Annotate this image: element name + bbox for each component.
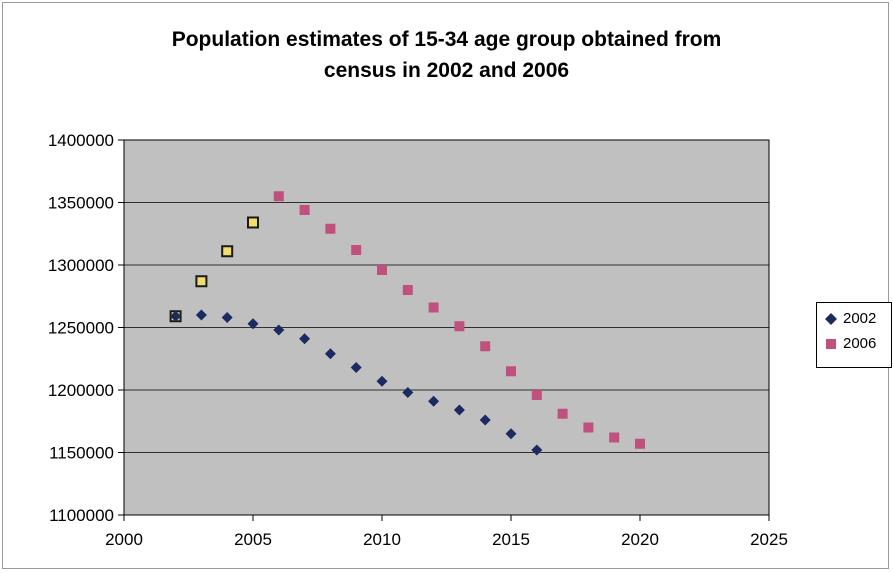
x-tick-label: 2010 <box>363 530 401 549</box>
data-point-2006 <box>402 285 413 295</box>
data-point-2006 <box>583 422 594 433</box>
data-point-2002 <box>479 414 491 426</box>
data-point-2006 <box>454 321 465 332</box>
data-point-2006 <box>299 205 310 215</box>
data-point-2006 <box>609 432 620 443</box>
data-point-2002 <box>221 312 233 323</box>
chart-title-line-2: census in 2002 and 2006 <box>323 59 570 82</box>
data-point-2006 <box>557 408 568 419</box>
legend-item-2002: 2002 <box>825 309 876 329</box>
data-point-2006 <box>531 390 542 400</box>
data-point-2002 <box>273 324 285 336</box>
data-point-2006 <box>428 302 439 313</box>
data-point-2002 <box>505 428 517 440</box>
y-axis-tick-labels: 1100000 1150000 1200000 1250000 1300000 13500… <box>48 131 114 525</box>
y-tick-label: 1300000 <box>48 256 114 275</box>
axes <box>118 139 770 521</box>
square-marker-icon <box>825 338 837 350</box>
data-point-2006 <box>247 216 259 229</box>
data-point-2002 <box>453 404 465 416</box>
x-tick-label: 2025 <box>750 530 788 549</box>
data-point-2002 <box>247 318 259 330</box>
x-tick-label: 2020 <box>621 530 659 549</box>
x-tick-label: 2015 <box>492 530 530 549</box>
x-axis-tick-labels: 2000 2005 2010 2015 2020 2025 <box>105 530 788 549</box>
data-point-2006 <box>221 245 234 258</box>
data-point-2002 <box>402 387 414 398</box>
data-point-2006 <box>273 191 284 202</box>
data-point-2002 <box>350 362 362 373</box>
data-point-2006 <box>195 275 208 288</box>
legend-label-2002: 2002 <box>843 310 877 328</box>
legend-label-2006: 2006 <box>843 335 877 353</box>
data-point-2006 <box>635 438 645 449</box>
chart-title: Population estimates of 15-34 age group … <box>0 24 893 86</box>
data-point-2002 <box>376 375 388 387</box>
data-point-2002 <box>428 395 440 407</box>
gridlines <box>124 202 769 453</box>
legend: 2002 2006 <box>816 302 892 368</box>
series-2002-points <box>170 309 543 456</box>
data-point-2006 <box>351 245 362 255</box>
y-tick-label: 1350000 <box>48 194 114 213</box>
data-point-2002 <box>531 444 543 456</box>
data-point-2002 <box>299 333 311 345</box>
diamond-marker-icon <box>825 313 837 326</box>
y-tick-label: 1400000 <box>48 131 114 150</box>
data-point-2006 <box>325 223 336 234</box>
y-tick-label: 1250000 <box>48 319 114 338</box>
y-tick-label: 1150000 <box>49 444 114 463</box>
data-point-2006 <box>377 265 387 275</box>
data-point-2006 <box>480 341 491 352</box>
x-tick-label: 2005 <box>234 530 272 549</box>
data-point-2002 <box>170 310 182 322</box>
y-tick-label: 1200000 <box>48 381 114 400</box>
chart-title-line-1: Population estimates of 15-34 age group … <box>171 28 722 51</box>
y-tick-label: 1100000 <box>49 506 114 525</box>
data-point-2006 <box>506 366 516 377</box>
legend-item-2006: 2006 <box>825 334 876 354</box>
data-point-2002 <box>324 348 336 360</box>
data-point-2002 <box>195 309 207 321</box>
x-tick-label: 2000 <box>105 530 143 549</box>
